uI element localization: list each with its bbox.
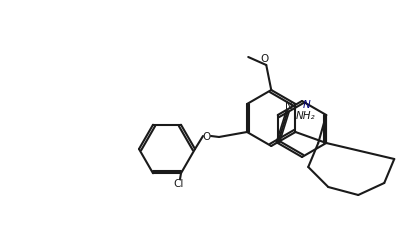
Text: N: N [303,100,311,110]
Text: Cl: Cl [174,178,184,188]
Text: NH₂: NH₂ [296,111,315,120]
Text: O: O [260,54,268,64]
Text: O: O [203,132,211,141]
Text: N: N [285,101,293,111]
